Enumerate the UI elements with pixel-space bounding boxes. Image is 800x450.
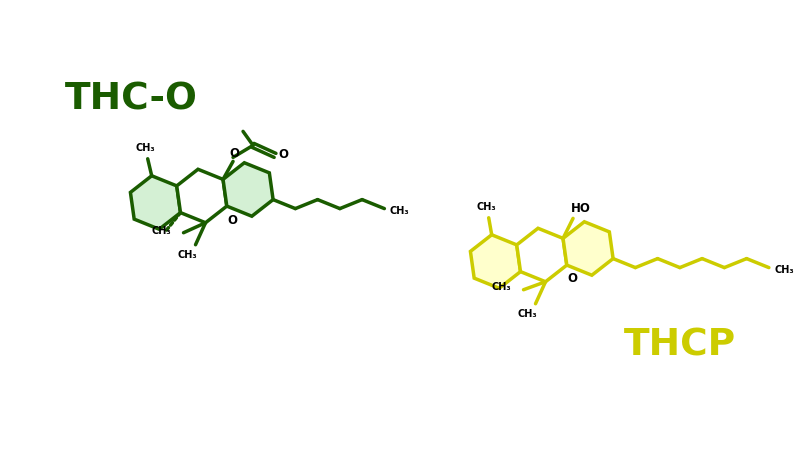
Text: CH₃: CH₃: [152, 226, 171, 236]
Text: CH₃: CH₃: [518, 309, 538, 319]
Text: CH₃: CH₃: [136, 143, 155, 153]
Text: HO: HO: [571, 202, 591, 215]
Text: CH₃: CH₃: [774, 265, 794, 274]
Text: O: O: [568, 272, 578, 284]
Text: O: O: [228, 214, 238, 227]
Polygon shape: [177, 169, 226, 223]
Polygon shape: [517, 228, 566, 282]
Polygon shape: [223, 163, 273, 216]
Polygon shape: [470, 235, 521, 288]
Polygon shape: [563, 222, 613, 275]
Text: O: O: [278, 148, 288, 161]
Text: THCP: THCP: [624, 327, 736, 363]
Polygon shape: [130, 176, 181, 229]
Text: CH₃: CH₃: [178, 250, 198, 260]
Text: O: O: [229, 147, 239, 160]
Text: CH₃: CH₃: [492, 282, 511, 292]
Text: THC-O: THC-O: [65, 82, 198, 118]
Text: CH₃: CH₃: [477, 202, 497, 212]
Text: CH₃: CH₃: [390, 206, 409, 216]
